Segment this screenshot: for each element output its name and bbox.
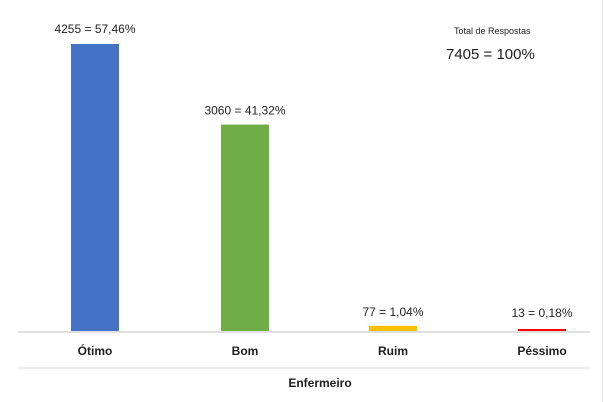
total-responses-title: Total de Respostas — [454, 26, 531, 36]
bars-group — [71, 44, 566, 332]
data-label-ruim: 77 = 1,04% — [362, 305, 423, 319]
x-tick-otimo: Ótimo — [78, 343, 113, 358]
data-labels-group: 4255 = 57,46% 3060 = 41,32% 77 = 1,04% 13 =… — [54, 22, 572, 320]
bar-pessimo — [518, 329, 566, 331]
x-axis-title: Enfermeiro — [288, 376, 351, 390]
data-label-bom: 3060 = 41,32% — [204, 104, 285, 118]
x-tick-ruim: Ruim — [378, 344, 408, 358]
bar-ruim — [369, 325, 417, 331]
data-label-pessimo: 13 = 0,18% — [511, 306, 572, 320]
data-label-otimo: 4255 = 57,46% — [54, 22, 135, 36]
bar-bom — [221, 124, 269, 332]
x-tick-pessimo: Péssimo — [517, 344, 566, 358]
x-tick-labels-group: Ótimo Bom Ruim Péssimo — [78, 343, 567, 358]
bar-otimo — [71, 44, 119, 331]
x-tick-bom: Bom — [232, 344, 259, 358]
total-responses-value: 7405 = 100% — [446, 46, 535, 63]
